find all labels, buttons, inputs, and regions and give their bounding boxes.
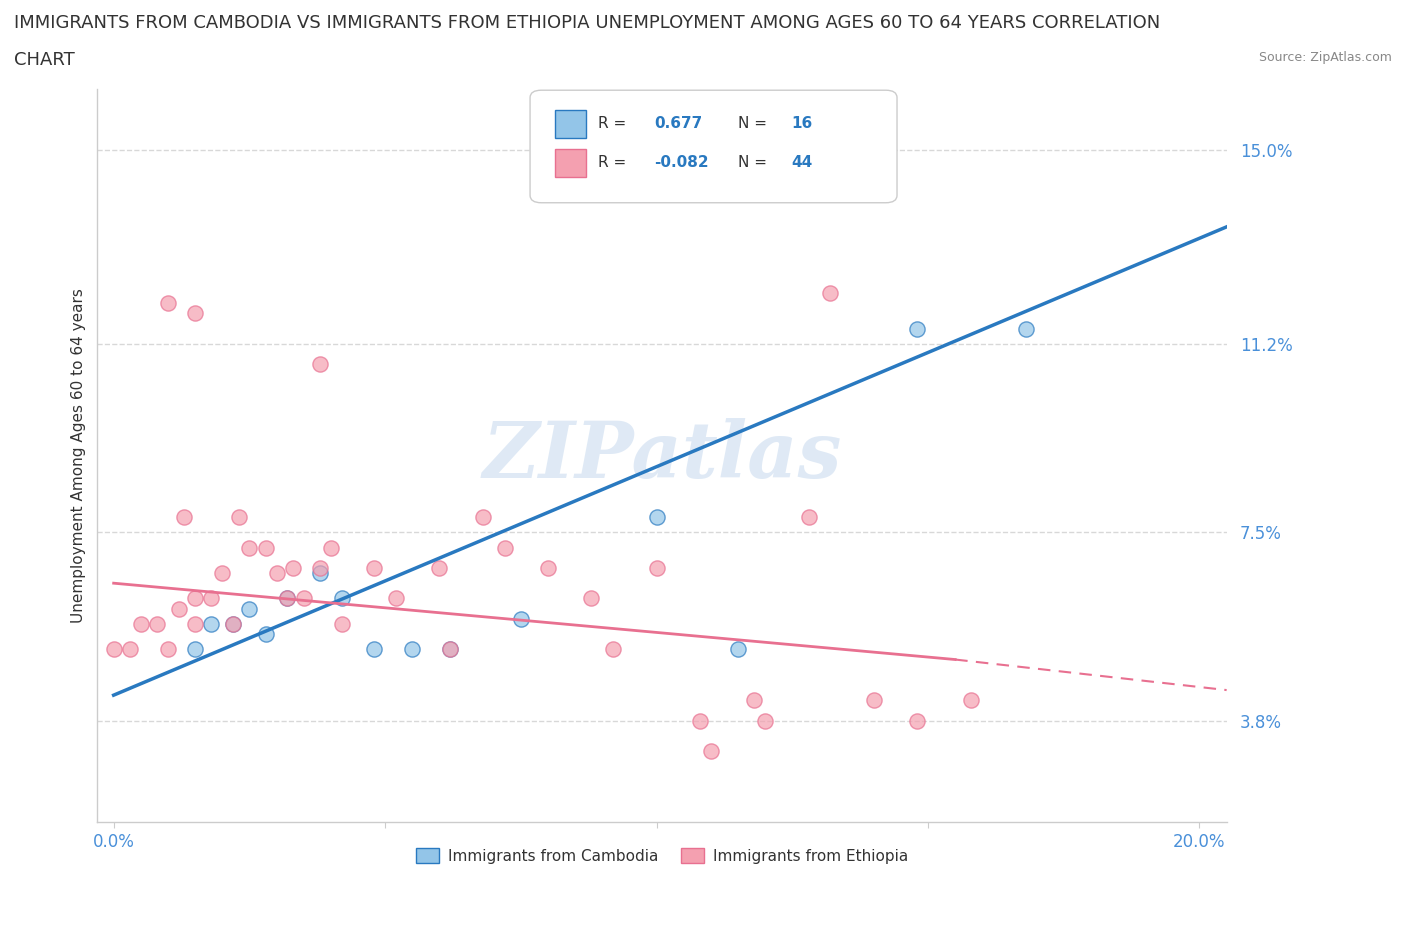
Point [184,617,207,631]
Text: IMMIGRANTS FROM CAMBODIA VS IMMIGRANTS FROM ETHIOPIA UNEMPLOYMENT AMONG AGES 60 : IMMIGRANTS FROM CAMBODIA VS IMMIGRANTS F… [14,14,1160,32]
Point [238,601,260,616]
Point [184,642,207,657]
Point [254,540,277,555]
Point [319,540,342,555]
Point [309,565,332,580]
Point [276,591,298,605]
Point [700,744,723,759]
Point [200,591,222,605]
Point [222,617,245,631]
Point [797,510,820,525]
Point [689,713,711,728]
Text: -0.082: -0.082 [654,155,709,170]
Point [471,510,494,525]
Point [309,357,332,372]
Point [429,561,451,576]
Text: ZIPatlas: ZIPatlas [482,418,842,494]
Point [281,561,304,576]
Point [862,693,884,708]
Text: 16: 16 [792,116,813,131]
Point [156,642,179,657]
Point [581,591,603,605]
Legend: Immigrants from Cambodia, Immigrants from Ethiopia: Immigrants from Cambodia, Immigrants fro… [409,842,914,870]
Point [905,713,928,728]
Point [1015,321,1038,336]
Point [401,642,423,657]
Point [222,617,245,631]
Text: R =: R = [598,155,631,170]
Point [363,561,385,576]
Point [330,617,353,631]
Point [118,642,141,657]
Point [184,591,207,605]
Point [103,642,125,657]
Text: 0.677: 0.677 [654,116,702,131]
Point [820,286,842,300]
Point [173,510,195,525]
Point [537,561,560,576]
Point [960,693,983,708]
Point [292,591,315,605]
Point [238,540,260,555]
Point [200,617,222,631]
Point [385,591,408,605]
Point [494,540,516,555]
Point [754,713,776,728]
Text: 44: 44 [792,155,813,170]
Point [363,642,385,657]
Point [905,321,928,336]
Y-axis label: Unemployment Among Ages 60 to 64 years: Unemployment Among Ages 60 to 64 years [72,288,86,623]
Point [266,565,288,580]
Point [645,510,668,525]
Point [602,642,624,657]
Point [727,642,749,657]
Point [156,296,179,311]
Point [309,561,332,576]
Point [211,565,233,580]
Text: N =: N = [738,116,772,131]
Point [167,601,190,616]
Point [645,561,668,576]
Text: R =: R = [598,116,631,131]
Point [184,306,207,321]
Point [509,611,531,626]
Point [129,617,152,631]
Point [439,642,461,657]
Text: CHART: CHART [14,51,75,69]
Text: N =: N = [738,155,772,170]
Point [742,693,765,708]
Point [228,510,250,525]
Point [146,617,169,631]
Point [439,642,461,657]
Point [276,591,298,605]
Point [330,591,353,605]
Point [254,627,277,642]
Text: Source: ZipAtlas.com: Source: ZipAtlas.com [1258,51,1392,64]
